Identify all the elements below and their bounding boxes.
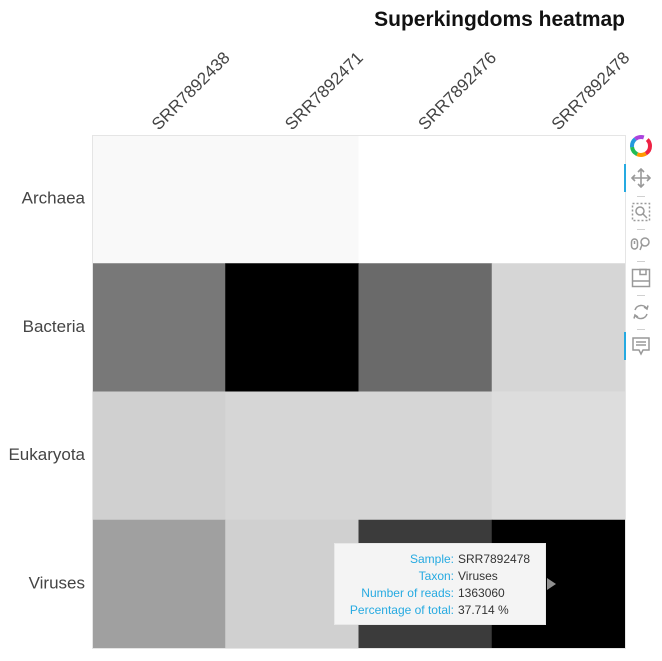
heatmap-cell[interactable] xyxy=(491,391,626,521)
heatmap-cell[interactable] xyxy=(92,263,226,392)
heatmap-cell[interactable] xyxy=(225,135,359,264)
tooltip-label: Number of reads: xyxy=(361,586,454,600)
heatmap-cell[interactable] xyxy=(358,263,493,392)
tooltip-label: Percentage of total: xyxy=(349,603,454,617)
heatmap-cell[interactable] xyxy=(92,135,226,264)
wheel-zoom-icon[interactable] xyxy=(626,230,656,258)
tooltip-row-percentage: Percentage of total: 37.714 % xyxy=(335,602,545,619)
pan-icon[interactable] xyxy=(624,164,656,192)
tooltip-value: Viruses xyxy=(458,569,498,583)
heatmap-cell[interactable] xyxy=(358,135,493,264)
chart-title: Superkingdoms heatmap xyxy=(374,8,625,31)
box-zoom-icon[interactable] xyxy=(626,198,656,226)
tooltip-value: 37.714 % xyxy=(458,603,509,617)
x-tick-label: SRR7892471 xyxy=(281,48,367,134)
x-tick-label: SRR7892438 xyxy=(148,48,234,134)
y-tick-label: Archaea xyxy=(22,189,86,208)
heatmap-cell[interactable] xyxy=(92,391,226,521)
plot-frame xyxy=(92,135,626,649)
chart-toolbar xyxy=(624,130,656,365)
tooltip-label: Sample: xyxy=(409,552,454,566)
heatmap-cell[interactable] xyxy=(225,391,359,521)
y-tick-label: Viruses xyxy=(29,573,85,592)
tooltip-row-reads: Number of reads: 1363060 xyxy=(335,585,545,602)
reset-icon[interactable] xyxy=(626,298,656,326)
tooltip-label: Taxon: xyxy=(418,569,454,583)
tooltip-pointer xyxy=(547,578,556,590)
y-tick-label: Eukaryota xyxy=(8,445,85,464)
heatmap-cell[interactable] xyxy=(491,135,626,264)
tooltip-row-taxon: Taxon: Viruses xyxy=(335,568,545,585)
tooltip-value: SRR7892478 xyxy=(458,552,531,566)
hover-icon[interactable] xyxy=(624,332,656,360)
heatmap-cell[interactable] xyxy=(92,519,226,649)
heatmap-cell[interactable] xyxy=(491,263,626,392)
y-tick-label: Bacteria xyxy=(23,317,86,336)
x-tick-label: SRR7892478 xyxy=(548,48,634,134)
x-tick-label: SRR7892476 xyxy=(415,48,501,134)
hover-tooltip: Sample: SRR7892478 Taxon: Viruses Number… xyxy=(334,543,546,625)
heatmap-cell[interactable] xyxy=(358,391,493,521)
heatmap-cell[interactable] xyxy=(225,263,359,392)
tooltip-row-sample: Sample: SRR7892478 xyxy=(335,551,545,568)
bokeh-logo-icon[interactable] xyxy=(626,132,656,160)
tooltip-value: 1363060 xyxy=(458,586,505,600)
save-icon[interactable] xyxy=(626,264,656,292)
